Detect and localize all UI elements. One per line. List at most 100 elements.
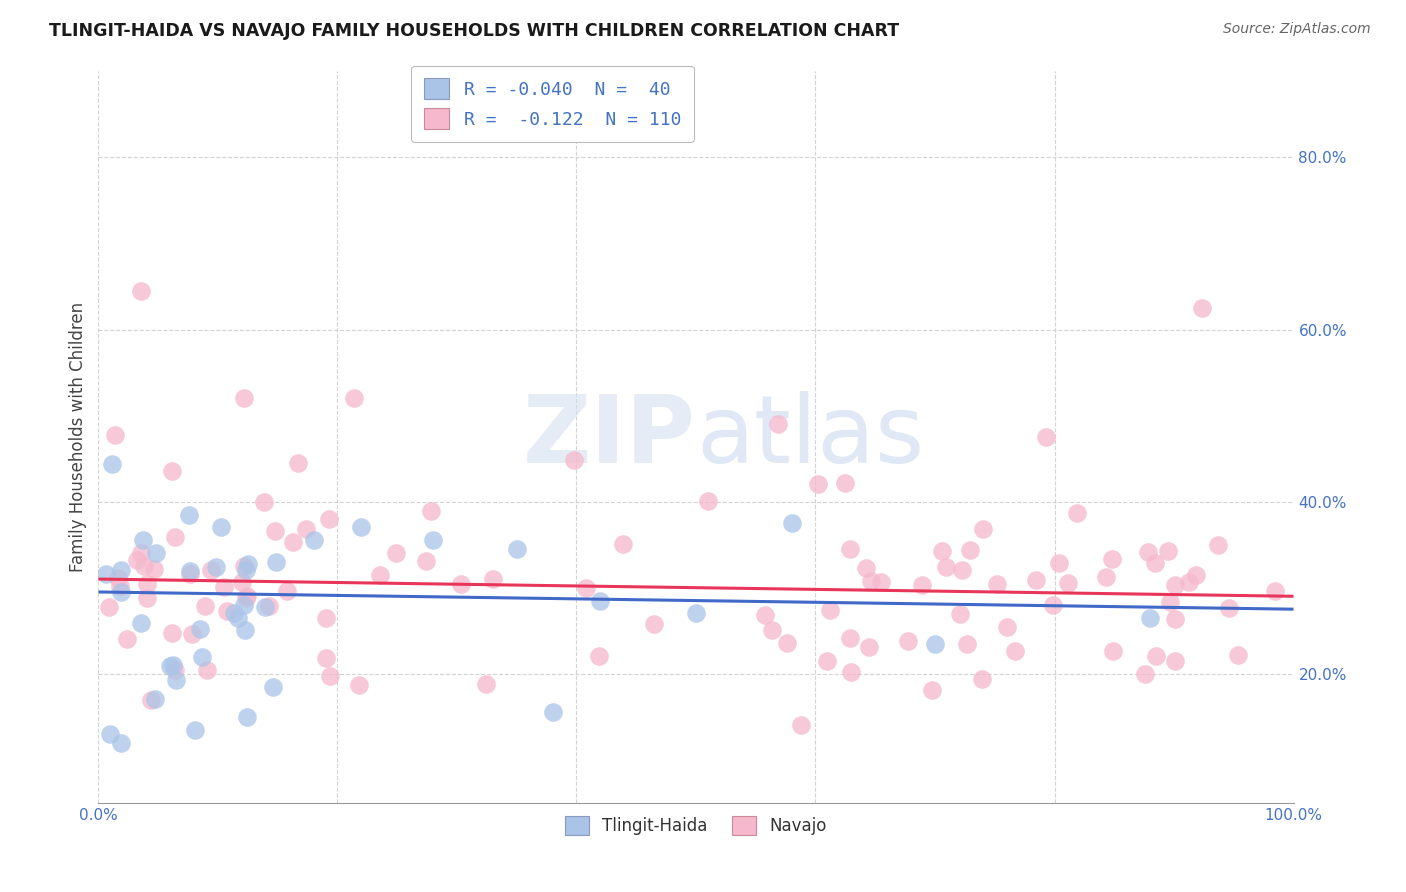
Point — [226, 611, 249, 625]
Point — [319, 669, 342, 683]
Text: Source: ZipAtlas.com: Source: ZipAtlas.com — [1223, 22, 1371, 37]
Point — [506, 541, 529, 556]
Point — [318, 511, 340, 525]
Point — [136, 591, 159, 606]
Point — [450, 577, 472, 591]
Point — [159, 659, 181, 673]
Point — [643, 616, 665, 631]
Point — [264, 555, 287, 569]
Point — [179, 565, 201, 579]
Point — [807, 477, 830, 491]
Point — [254, 599, 277, 614]
Text: ZIP: ZIP — [523, 391, 696, 483]
Point — [347, 678, 370, 692]
Point — [135, 577, 157, 591]
Point — [1144, 648, 1167, 663]
Point — [98, 600, 121, 615]
Point — [233, 623, 256, 637]
Point — [110, 585, 132, 599]
Point — [1025, 573, 1047, 587]
Point — [685, 607, 707, 621]
Point — [1047, 556, 1070, 570]
Point — [177, 508, 200, 522]
Point — [839, 631, 862, 645]
Point — [1057, 576, 1080, 591]
Point — [195, 663, 218, 677]
Point — [212, 580, 235, 594]
Point — [315, 610, 337, 624]
Point — [236, 710, 259, 724]
Point — [259, 599, 281, 614]
Point — [194, 599, 217, 613]
Point — [815, 654, 838, 668]
Point — [931, 544, 953, 558]
Point — [236, 557, 259, 571]
Legend: Tlingit-Haida, Navajo: Tlingit-Haida, Navajo — [558, 809, 834, 842]
Point — [343, 392, 366, 406]
Point — [162, 658, 184, 673]
Point — [162, 464, 184, 478]
Point — [107, 571, 129, 585]
Point — [897, 634, 920, 648]
Point — [959, 542, 981, 557]
Point — [233, 599, 256, 613]
Point — [1004, 644, 1026, 658]
Point — [129, 616, 152, 631]
Point — [1101, 644, 1123, 658]
Point — [129, 546, 152, 560]
Point — [231, 575, 253, 590]
Point — [766, 417, 789, 432]
Point — [589, 593, 612, 607]
Point — [233, 392, 256, 406]
Point — [276, 584, 298, 599]
Point — [1101, 551, 1123, 566]
Point — [1178, 575, 1201, 590]
Point — [422, 533, 444, 548]
Point — [1206, 539, 1229, 553]
Point — [281, 534, 304, 549]
Point — [1164, 612, 1187, 626]
Point — [180, 626, 202, 640]
Point — [295, 522, 318, 536]
Point — [262, 680, 284, 694]
Point — [1042, 598, 1064, 612]
Point — [1136, 545, 1159, 559]
Point — [834, 475, 856, 490]
Point — [860, 574, 883, 588]
Point — [222, 606, 245, 620]
Point — [191, 650, 214, 665]
Point — [924, 637, 946, 651]
Point — [235, 591, 257, 605]
Point — [575, 581, 598, 595]
Point — [1264, 583, 1286, 598]
Point — [995, 619, 1018, 633]
Y-axis label: Family Households with Children: Family Households with Children — [69, 302, 87, 572]
Point — [1095, 569, 1118, 583]
Point — [200, 563, 222, 577]
Point — [1164, 655, 1187, 669]
Point — [110, 735, 132, 749]
Point — [1164, 578, 1187, 592]
Point — [921, 682, 943, 697]
Point — [110, 562, 132, 576]
Point — [315, 651, 337, 665]
Point — [1218, 601, 1240, 615]
Point — [818, 603, 841, 617]
Point — [115, 632, 138, 646]
Point — [101, 458, 124, 472]
Point — [790, 718, 813, 732]
Point — [911, 578, 934, 592]
Point — [935, 560, 957, 574]
Point — [588, 649, 610, 664]
Point — [215, 604, 238, 618]
Point — [858, 640, 880, 654]
Point — [165, 673, 187, 687]
Point — [209, 520, 232, 534]
Point — [1035, 429, 1057, 443]
Point — [125, 552, 148, 566]
Point — [205, 560, 228, 574]
Point — [420, 503, 443, 517]
Point — [129, 284, 152, 298]
Point — [475, 677, 498, 691]
Point — [235, 563, 257, 577]
